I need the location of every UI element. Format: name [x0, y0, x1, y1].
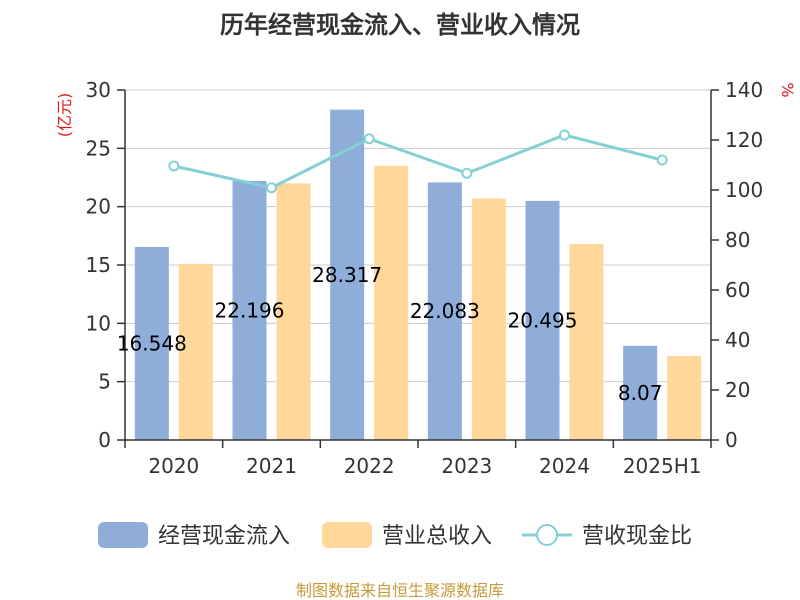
- bar-cash-inflow: [232, 181, 267, 440]
- right-tick-label: 100: [725, 178, 763, 202]
- x-tick-label: 2025H1: [623, 454, 702, 478]
- x-tick-label: 2023: [441, 454, 492, 478]
- bar-cash-inflow: [427, 182, 462, 441]
- left-tick-label: 25: [86, 136, 111, 160]
- legend-label: 营业总收入: [382, 524, 492, 549]
- left-tick-label: 10: [86, 311, 111, 335]
- bar-revenue: [374, 165, 409, 441]
- bar-data-label: 22.196: [215, 299, 285, 323]
- legend-item-cash-inflow: 经营现金流入: [98, 522, 290, 549]
- legend-swatch: [322, 522, 372, 548]
- x-tick-label: 2024: [539, 454, 590, 478]
- ratio-point: [559, 129, 570, 141]
- legend-marker: [536, 524, 558, 546]
- right-axis-unit: %: [778, 82, 797, 97]
- legend: 经营现金流入 营业总收入 营收现金比: [98, 522, 692, 549]
- bar-revenue: [471, 198, 506, 440]
- source-note: 制图数据来自恒生聚源数据库: [296, 581, 504, 600]
- left-tick-label: 15: [86, 253, 111, 277]
- bar-revenue: [276, 183, 311, 441]
- left-tick-label: 20: [86, 195, 111, 219]
- bar-revenue: [178, 263, 213, 440]
- left-tick-label: 5: [98, 370, 111, 394]
- bar-cash-inflow: [525, 200, 560, 440]
- bar-revenue: [569, 244, 604, 440]
- legend-swatch: [98, 522, 148, 548]
- right-tick-label: 60: [725, 278, 750, 302]
- left-tick-label: 30: [86, 78, 111, 102]
- x-tick-label: 2020: [148, 454, 199, 478]
- chart-title: 历年经营现金流入、营业收入情况: [220, 11, 580, 39]
- bar-revenue: [667, 356, 702, 440]
- bar-cash-inflow: [134, 246, 169, 440]
- left-tick-label: 0: [98, 428, 111, 452]
- right-tick-label: 120: [725, 128, 763, 152]
- ratio-line: [168, 129, 668, 194]
- right-tick-label: 0: [725, 428, 738, 452]
- ratio-line-path: [173, 133, 663, 190]
- bar-data-label: 16.548: [117, 331, 187, 355]
- right-tick-label: 40: [725, 328, 750, 352]
- x-tick-label: 2021: [246, 454, 297, 478]
- legend-item-revenue: 营业总收入: [322, 522, 492, 549]
- legend-label: 营收现金比: [582, 524, 692, 549]
- right-tick-label: 140: [725, 78, 763, 102]
- ratio-point: [363, 133, 375, 145]
- bar-data-label: 8.07: [618, 381, 663, 405]
- bar-data-label: 22.083: [410, 299, 480, 323]
- bar-data-label: 20.495: [508, 308, 578, 332]
- bar-data-label: 28.317: [312, 263, 382, 287]
- axes: 0 5 10 15 20 25 30 0 20 40 60 80 100 120 140 2020 2021 20…: [86, 78, 764, 478]
- bar-cash-inflow: [330, 109, 365, 440]
- legend-label: 经营现金流入: [158, 524, 290, 549]
- right-tick-label: 80: [725, 228, 750, 252]
- x-tick-label: 2022: [344, 454, 395, 478]
- right-tick-label: 20: [725, 378, 750, 402]
- data-labels: 16.548 22.196 28.317 22.083 20.495 8.07: [117, 263, 663, 405]
- ratio-point: [461, 167, 473, 179]
- ratio-point: [168, 160, 180, 172]
- ratio-point: [266, 182, 277, 194]
- legend-item-ratio: 营收现金比: [522, 524, 692, 549]
- bar-cash-inflow: [623, 345, 658, 440]
- bars: [134, 109, 702, 441]
- ratio-point: [656, 154, 668, 166]
- left-axis-unit: (亿元): [55, 93, 74, 138]
- gridlines: [125, 89, 711, 383]
